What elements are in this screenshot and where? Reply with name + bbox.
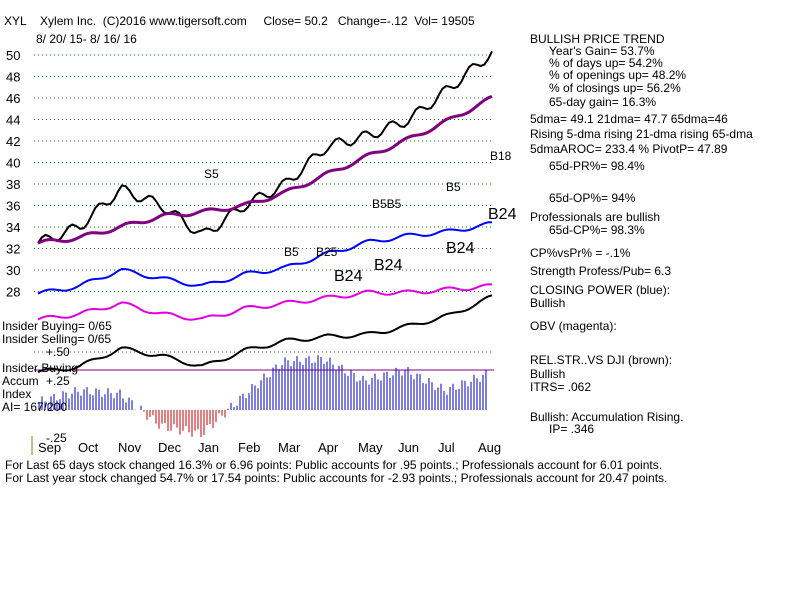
close-value: Close= 50.2 <box>263 14 328 28</box>
accum-rising: Bullish: Accumulation Rising. <box>530 410 684 424</box>
openings-up: % of openings up= 48.2% <box>549 68 687 82</box>
minus25-label: -.25 <box>46 431 67 445</box>
y-tick-46: 46 <box>6 91 20 106</box>
footer-line-year: For Last year stock changed 54.7% or 17.… <box>5 471 668 485</box>
plus50-label: +.50 <box>46 345 70 359</box>
days-up: % of days up= 54.2% <box>549 56 663 70</box>
dma-values: 5dma= 49.1 21dma= 47.7 65dma=46 <box>530 112 728 126</box>
signal-b5-1: B5 <box>284 245 299 259</box>
signal-b24-7: B24 <box>446 240 475 257</box>
series-rel-str-vs-dji <box>37 294 493 374</box>
y-tick-28: 28 <box>6 285 20 300</box>
ip-value: IP= .346 <box>549 422 595 436</box>
series-lines <box>37 50 493 374</box>
y-tick-50: 50 <box>6 48 20 63</box>
month-sep: Sep <box>38 440 61 455</box>
y-tick-labels: 50 48 46 44 42 40 38 36 34 32 30 28 <box>6 48 20 300</box>
signal-b18-5: B18 <box>490 149 512 163</box>
month-nov: Nov <box>118 440 142 455</box>
y-tick-30: 30 <box>6 263 20 278</box>
date-range: 8/ 20/ 15- 8/ 16/ 16 <box>36 32 137 46</box>
insider-buying-label: Insider Buying= 0/65 <box>2 319 112 333</box>
signal-b24-6: B24 <box>488 206 517 223</box>
closings-up: % of closings up= 56.2% <box>549 81 681 95</box>
series-price-close- <box>37 50 493 244</box>
change-value: Change=-.12 <box>337 14 408 28</box>
itrs-value: ITRS= .062 <box>530 380 592 394</box>
series-obv <box>37 283 493 321</box>
month-jun: Jun <box>398 440 419 455</box>
price-gridlines <box>31 54 494 455</box>
month-mar: Mar <box>278 440 301 455</box>
insider-buying-label2: Insider Buying <box>2 361 79 375</box>
signal-b5-4: B5 <box>446 180 461 194</box>
accum-label: Accum <box>2 374 39 388</box>
relstr-status: Bullish <box>530 367 566 381</box>
aroc-pivot: 5dmaAROC= 233.4 % PivotP= 47.89 <box>530 142 728 156</box>
cp-vs-pr: CP%vsPr% = -.1% <box>530 246 631 260</box>
series-65-dma <box>37 95 493 245</box>
series-closing-power <box>37 221 493 295</box>
footer-line-65d: For Last 65 days stock changed 16.3% or … <box>5 458 663 472</box>
professionals-bullish: Professionals are bullish <box>530 210 661 224</box>
y-tick-36: 36 <box>6 199 20 214</box>
ticker: XYL <box>4 14 27 28</box>
accumulation-bars <box>38 355 487 437</box>
y-tick-48: 48 <box>6 70 20 85</box>
gain-65: 65-day gain= 16.3% <box>549 95 657 109</box>
month-jul: Jul <box>438 440 455 455</box>
cp-65: 65d-CP%= 98.3% <box>549 223 645 237</box>
volume-value: Vol= 19505 <box>414 14 475 28</box>
month-jan: Jan <box>198 440 219 455</box>
month-feb: Feb <box>238 440 260 455</box>
month-may: May <box>358 440 383 455</box>
y-tick-32: 32 <box>6 242 20 257</box>
closing-power-status: Bullish <box>530 296 566 310</box>
y-tick-38: 38 <box>6 177 20 192</box>
y-tick-44: 44 <box>6 113 20 128</box>
signal-b24-9: B24 <box>334 268 363 285</box>
pr-65: 65d-PR%= 98.4% <box>549 159 645 173</box>
month-apr: Apr <box>318 440 339 455</box>
op-65: 65d-OP%= 94% <box>549 191 636 205</box>
month-oct: Oct <box>78 440 99 455</box>
y-tick-42: 42 <box>6 134 20 149</box>
signal-b5b5-3: B5B5 <box>372 197 402 211</box>
plus25-label: +.25 <box>46 374 70 388</box>
month-aug: Aug <box>478 440 501 455</box>
obv-title: OBV (magenta): <box>530 319 617 333</box>
years-gain: Year's Gain= 53.7% <box>549 44 655 58</box>
signal-b25-2: B25 <box>316 245 338 259</box>
month-dec: Dec <box>158 440 182 455</box>
y-tick-40: 40 <box>6 156 20 171</box>
copyright: (C)2016 www.tigersoft.com <box>102 14 247 28</box>
rising-dmas: Rising 5-dma rising 21-dma rising 65-dma <box>530 127 753 141</box>
strength-ratio: Strength Profess/Pub= 6.3 <box>530 264 672 278</box>
closing-power-title: CLOSING POWER (blue): <box>530 283 671 297</box>
index-label: Index <box>2 387 32 401</box>
relstr-title: REL.STR..VS DJI (brown): <box>530 353 673 367</box>
header-line: XYL Xylem Inc. (C)2016 www.tigersoft.com… <box>4 15 475 28</box>
trend-title: BULLISH PRICE TREND <box>530 32 665 46</box>
insider-selling-label: Insider Selling= 0/65 <box>2 332 112 346</box>
y-tick-34: 34 <box>6 220 20 235</box>
company: Xylem Inc. <box>40 14 97 28</box>
signal-b24-8: B24 <box>374 257 403 274</box>
signal-s5-0: S5 <box>204 167 219 181</box>
x-month-labels: Sep Oct Nov Dec Jan Feb Mar Apr May Jun Jul Aug <box>38 440 501 455</box>
ai-label: AI= 167/200 <box>2 400 68 414</box>
